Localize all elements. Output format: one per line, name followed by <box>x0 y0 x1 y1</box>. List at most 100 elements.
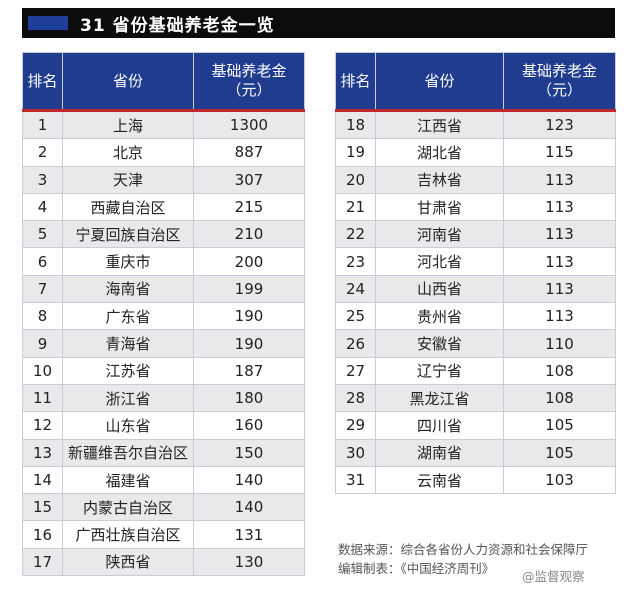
table-row: 19 湖北省 115 <box>335 138 616 167</box>
amount-cell: 108 <box>503 356 616 385</box>
table-row: 18 江西省 123 <box>335 109 616 140</box>
province-cell: 四川省 <box>375 411 504 440</box>
rank-cell: 29 <box>335 411 376 440</box>
table-row: 22 河南省 113 <box>335 220 616 249</box>
rank-cell: 24 <box>335 274 376 304</box>
rank-cell: 19 <box>335 138 376 167</box>
province-cell: 广东省 <box>62 302 194 331</box>
province-cell: 宁夏回族自治区 <box>62 220 194 249</box>
table-row: 24 山西省 113 <box>335 274 616 304</box>
table-body-left: 1 上海 1300 2 北京 887 3 天津 307 4 西藏自治区 215 5 宁夏回族自治区 210 6… <box>22 109 305 577</box>
table-row: 26 安徽省 110 <box>335 329 616 358</box>
table-row: 14 福建省 140 <box>22 465 305 495</box>
table-row: 1 上海 1300 <box>22 109 305 140</box>
rank-cell: 13 <box>22 438 63 467</box>
rank-cell: 17 <box>22 547 63 577</box>
amount-cell: 140 <box>193 465 305 495</box>
header-amount-line1: 基础养老金 <box>211 62 287 81</box>
rank-cell: 22 <box>335 220 376 249</box>
rank-cell: 26 <box>335 329 376 358</box>
province-cell: 湖北省 <box>375 138 504 167</box>
table-row: 23 河北省 113 <box>335 247 616 276</box>
rank-cell: 6 <box>22 247 63 276</box>
header-amount-line1: 基础养老金 <box>521 62 597 81</box>
header-rank: 排名 <box>335 52 376 112</box>
amount-cell: 113 <box>503 274 616 304</box>
table-row: 10 江苏省 187 <box>22 356 305 385</box>
amount-cell: 140 <box>193 493 305 522</box>
amount-cell: 113 <box>503 192 616 222</box>
rank-cell: 23 <box>335 247 376 276</box>
province-cell: 江苏省 <box>62 356 194 385</box>
amount-cell: 105 <box>503 411 616 440</box>
rank-cell: 20 <box>335 165 376 194</box>
table-row: 21 甘肃省 113 <box>335 192 616 222</box>
province-cell: 河北省 <box>375 247 504 276</box>
province-cell: 北京 <box>62 138 194 167</box>
amount-cell: 130 <box>193 547 305 577</box>
rank-cell: 16 <box>22 520 63 549</box>
amount-cell: 113 <box>503 302 616 331</box>
province-cell: 江西省 <box>375 109 504 140</box>
header-amount-line2: （元） <box>226 81 272 99</box>
rank-cell: 21 <box>335 192 376 222</box>
province-cell: 新疆维吾尔自治区 <box>62 438 194 467</box>
province-cell: 重庆市 <box>62 247 194 276</box>
amount-cell: 150 <box>193 438 305 467</box>
rank-cell: 2 <box>22 138 63 167</box>
rank-cell: 8 <box>22 302 63 331</box>
source-note: 数据来源：综合各省份人力资源和社会保障厅 编辑制表：《中国经济周刊》 <box>338 540 628 578</box>
table-row: 7 海南省 199 <box>22 274 305 304</box>
table-row: 30 湖南省 105 <box>335 438 616 467</box>
rank-cell: 1 <box>22 109 63 140</box>
amount-cell: 105 <box>503 438 616 467</box>
rank-cell: 27 <box>335 356 376 385</box>
amount-cell: 1300 <box>193 109 305 140</box>
amount-cell: 113 <box>503 247 616 276</box>
table-row: 16 广西壮族自治区 131 <box>22 520 305 549</box>
table-row: 31 云南省 103 <box>335 465 616 495</box>
amount-cell: 200 <box>193 247 305 276</box>
rank-cell: 7 <box>22 274 63 304</box>
table-row: 29 四川省 105 <box>335 411 616 440</box>
table-body-right: 18 江西省 123 19 湖北省 115 20 吉林省 113 21 甘肃省 113 22 河南省 113… <box>335 109 616 495</box>
amount-cell: 307 <box>193 165 305 194</box>
amount-cell: 123 <box>503 109 616 140</box>
rank-cell: 9 <box>22 329 63 358</box>
province-cell: 湖南省 <box>375 438 504 467</box>
header-amount: 基础养老金 （元） <box>503 52 616 112</box>
table-header-row: 排名 省份 基础养老金 （元） <box>335 52 616 112</box>
table-row: 5 宁夏回族自治区 210 <box>22 220 305 249</box>
table-row: 3 天津 307 <box>22 165 305 194</box>
amount-cell: 887 <box>193 138 305 167</box>
province-cell: 海南省 <box>62 274 194 304</box>
source-line: 数据来源：综合各省份人力资源和社会保障厅 <box>338 542 589 557</box>
province-cell: 安徽省 <box>375 329 504 358</box>
province-cell: 广西壮族自治区 <box>62 520 194 549</box>
amount-cell: 215 <box>193 192 305 222</box>
amount-cell: 108 <box>503 383 616 413</box>
title-accent-block <box>28 16 68 30</box>
amount-cell: 115 <box>503 138 616 167</box>
header-amount: 基础养老金 （元） <box>193 52 305 112</box>
province-cell: 贵州省 <box>375 302 504 331</box>
province-cell: 西藏自治区 <box>62 192 194 222</box>
rank-cell: 10 <box>22 356 63 385</box>
watermark: @监督观察 <box>522 569 585 584</box>
rank-cell: 5 <box>22 220 63 249</box>
table-row: 4 西藏自治区 215 <box>22 192 305 222</box>
amount-cell: 160 <box>193 411 305 440</box>
table-row: 13 新疆维吾尔自治区 150 <box>22 438 305 467</box>
table-row: 20 吉林省 113 <box>335 165 616 194</box>
rank-cell: 28 <box>335 383 376 413</box>
province-cell: 浙江省 <box>62 383 194 413</box>
rank-cell: 15 <box>22 493 63 522</box>
table-row: 8 广东省 190 <box>22 302 305 331</box>
province-cell: 云南省 <box>375 465 504 495</box>
province-cell: 上海 <box>62 109 194 140</box>
rank-cell: 12 <box>22 411 63 440</box>
title-bar: 31 省份基础养老金一览 <box>22 8 615 38</box>
header-amount-line2: （元） <box>536 81 582 99</box>
table-row: 9 青海省 190 <box>22 329 305 358</box>
table-row: 15 内蒙古自治区 140 <box>22 493 305 522</box>
